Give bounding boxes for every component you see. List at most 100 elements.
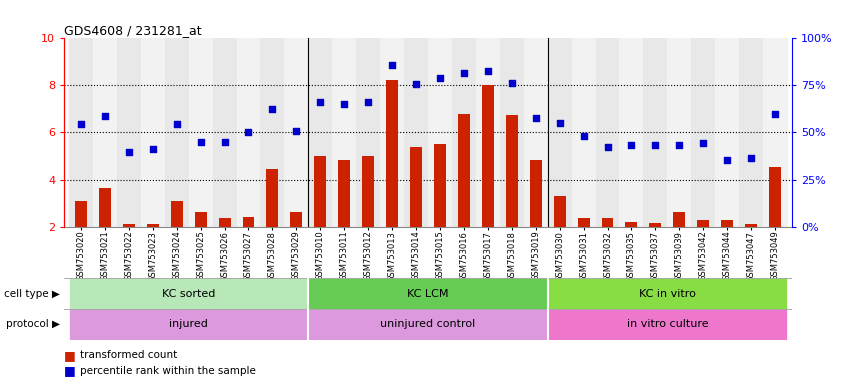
Text: GDS4608 / 231281_at: GDS4608 / 231281_at (64, 24, 202, 37)
Text: uninjured control: uninjured control (380, 319, 476, 329)
Bar (572, 38, 596, 227)
Bar (146, 224, 158, 227)
Point (193, 139, 207, 145)
Text: KC LCM: KC LCM (407, 289, 449, 299)
FancyBboxPatch shape (308, 309, 548, 340)
Bar (380, 38, 404, 227)
FancyBboxPatch shape (69, 278, 308, 309)
Point (697, 140, 710, 146)
Point (457, 70, 471, 76)
Point (337, 101, 351, 107)
Text: percentile rank within the sample: percentile rank within the sample (80, 366, 255, 376)
Text: KC sorted: KC sorted (162, 289, 216, 299)
Bar (99, 188, 111, 227)
Bar (548, 38, 572, 227)
FancyBboxPatch shape (548, 278, 787, 309)
Bar (218, 218, 230, 227)
Bar (745, 224, 757, 227)
Text: protocol ▶: protocol ▶ (6, 319, 60, 329)
Bar (452, 38, 476, 227)
FancyBboxPatch shape (69, 309, 308, 340)
Bar (260, 38, 284, 227)
Bar (650, 223, 662, 227)
Point (169, 121, 183, 127)
Bar (476, 38, 500, 227)
Point (313, 99, 327, 105)
Bar (578, 218, 590, 227)
Point (649, 142, 663, 149)
Point (553, 120, 567, 126)
Point (385, 62, 399, 68)
Bar (308, 38, 332, 227)
Point (505, 80, 519, 86)
Bar (769, 167, 781, 227)
Point (577, 133, 591, 139)
Point (98, 113, 112, 119)
Bar (602, 218, 614, 227)
Bar (93, 38, 117, 227)
Bar (140, 38, 164, 227)
Point (289, 128, 303, 134)
Point (146, 146, 159, 152)
Bar (188, 38, 212, 227)
Bar (482, 86, 494, 227)
Text: transformed count: transformed count (80, 350, 177, 360)
Bar (164, 38, 188, 227)
Text: ■: ■ (64, 349, 80, 362)
Point (74, 121, 88, 127)
Bar (362, 156, 374, 227)
Text: KC in vitro: KC in vitro (639, 289, 696, 299)
Bar (386, 79, 398, 227)
Bar (500, 38, 524, 227)
Bar (739, 38, 763, 227)
Bar (290, 212, 302, 227)
FancyBboxPatch shape (548, 309, 787, 340)
Bar (674, 212, 686, 227)
Bar (194, 212, 206, 227)
Bar (698, 220, 710, 227)
Point (361, 99, 375, 105)
Bar (626, 222, 638, 227)
Bar (763, 38, 787, 227)
Text: in vitro culture: in vitro culture (627, 319, 708, 329)
Bar (716, 38, 739, 227)
Bar (123, 224, 134, 227)
Bar (722, 220, 733, 227)
Point (241, 129, 255, 136)
Text: cell type ▶: cell type ▶ (4, 289, 60, 299)
Bar (266, 169, 278, 227)
Bar (458, 114, 470, 227)
Bar (620, 38, 644, 227)
Point (529, 115, 543, 121)
Point (433, 75, 447, 81)
Point (601, 144, 615, 150)
Point (744, 155, 758, 161)
Text: ■: ■ (64, 364, 80, 377)
Bar (314, 156, 326, 227)
Point (122, 149, 135, 156)
Bar (506, 115, 518, 227)
Bar (117, 38, 140, 227)
Point (721, 156, 734, 162)
Bar (410, 147, 422, 227)
Bar (356, 38, 380, 227)
Point (481, 68, 495, 74)
Bar (69, 38, 93, 227)
Bar (75, 201, 87, 227)
Bar (332, 38, 356, 227)
FancyBboxPatch shape (308, 278, 548, 309)
Bar (284, 38, 308, 227)
Bar (170, 201, 182, 227)
Bar (212, 38, 236, 227)
Bar (404, 38, 428, 227)
Bar (692, 38, 716, 227)
Bar (242, 217, 254, 227)
Bar (524, 38, 548, 227)
Bar (554, 196, 566, 227)
Point (625, 142, 639, 149)
Point (673, 142, 687, 149)
Point (265, 106, 279, 112)
Bar (428, 38, 452, 227)
Point (768, 111, 782, 117)
Point (217, 139, 231, 145)
